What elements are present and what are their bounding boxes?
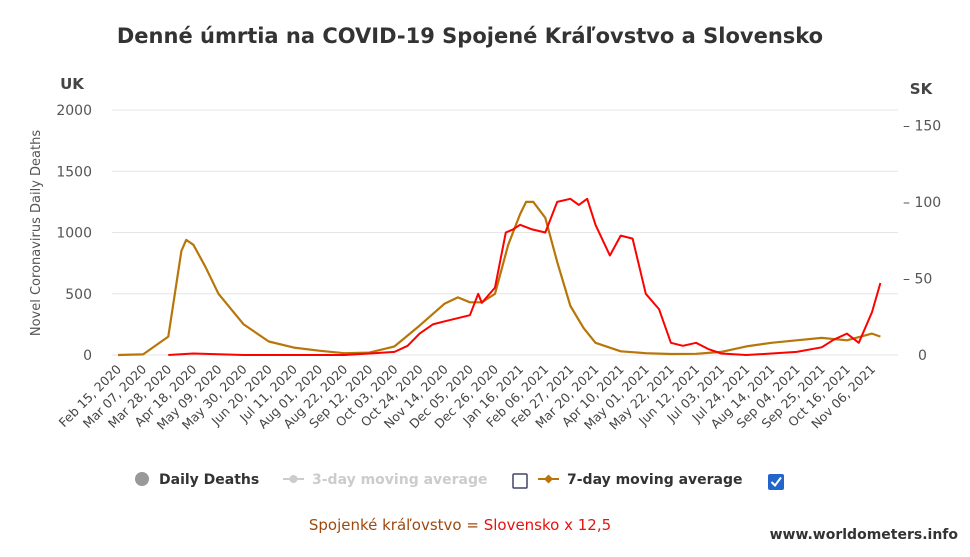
source-credit: www.worldometers.info (770, 527, 959, 543)
note-sk: Slovensko x 12,5 (484, 516, 611, 534)
y2-tick-label: 0 (918, 348, 927, 364)
note-equals: = (462, 516, 484, 534)
y-tick-label: 500 (65, 287, 92, 303)
y-tick-label: 2000 (56, 103, 92, 119)
legend-daily-deaths-label[interactable]: Daily Deaths (159, 472, 259, 488)
legend-7day-marker (544, 474, 553, 484)
right-axis-head: SK (910, 80, 934, 98)
y-tick-label: 0 (83, 348, 92, 364)
scaling-note: Spojenké kráľovstvo = Slovensko x 12,5 (309, 516, 611, 534)
y-tick-label: 1000 (56, 226, 92, 242)
chart-title: Denné úmrtia na COVID-19 Spojené Kráľovs… (117, 24, 823, 48)
legend-7day-label[interactable]: 7-day moving average (567, 472, 743, 488)
y-tick-label: 1500 (56, 164, 92, 180)
series-lines (117, 197, 882, 357)
note-uk: Spojenké kráľovstvo (309, 516, 462, 534)
y2-tick-label: – 150 (903, 118, 941, 134)
left-y-ticks: 0 500 1000 1500 2000 (56, 103, 92, 364)
checkmark-icon (770, 476, 782, 488)
legend-3day-label[interactable]: 3-day moving average (312, 472, 488, 488)
sk-series-line (168, 197, 882, 356)
legend-daily-deaths-marker[interactable] (135, 472, 149, 486)
y2-tick-label: – 50 (903, 271, 932, 287)
legend-3day-checkbox[interactable] (512, 473, 528, 489)
y2-tick-label: – 100 (903, 195, 941, 211)
uk-series-line (117, 200, 881, 357)
legend: Daily Deaths 3-day moving average 7-day … (135, 472, 784, 490)
legend-3day-marker (289, 475, 298, 483)
legend-7day-checkbox[interactable] (768, 474, 784, 490)
left-axis-head: UK (60, 75, 85, 93)
y-axis-label: Novel Coronavirus Daily Deaths (29, 130, 44, 336)
right-y-ticks: 0 – 50 – 100 – 150 (903, 118, 941, 364)
